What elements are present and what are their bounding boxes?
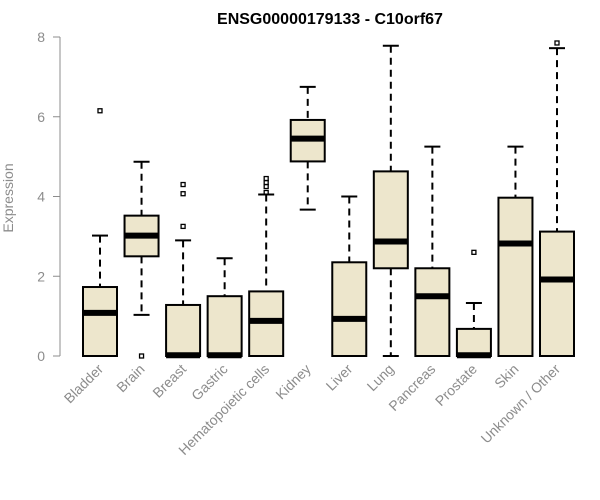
box-group [414,145,451,357]
x-tick-label: Unknown / Other [478,361,564,447]
outlier-point [554,40,560,46]
box [206,295,243,357]
x-tick-label: Prostate [432,361,480,409]
x-tick-label: Liver [323,361,356,394]
x-tick-label: Kidney [272,361,314,403]
box [414,267,451,357]
x-tick-label: Breast [149,361,189,401]
x-tick-label: Brain [113,361,147,395]
box-group [165,181,202,359]
box-group [82,108,118,357]
box-group [539,40,575,357]
outlier-point [180,223,186,230]
box [82,286,118,357]
x-tick-label: Skin [491,361,522,392]
box [331,261,368,358]
box [165,303,202,357]
box-group [248,175,285,357]
outlier-point [471,249,477,255]
y-tick-label: 2 [37,268,45,284]
outlier-point [97,108,103,114]
box [372,170,409,270]
boxes [82,40,575,359]
box-group [455,249,492,359]
outlier-point [180,181,186,188]
outlier-point [138,353,145,359]
box-group [289,85,326,211]
box-group [331,195,368,358]
chart-title: ENSG00000179133 - C10orf67 [217,11,443,28]
box [539,230,575,357]
outlier-point [180,191,186,197]
outlier-point [263,189,269,196]
axes: 0 2 4 6 8 [37,29,61,364]
box-group [372,44,409,357]
y-tick-label: 6 [37,109,45,125]
outlier-point [263,175,269,182]
y-tick-label: 0 [37,348,45,364]
box-group [206,257,243,359]
y-tick-label: 8 [37,29,45,45]
box [455,327,492,358]
x-tick-label: Bladder [61,361,107,407]
x-tick-label: Lung [364,361,397,394]
box-group [123,160,160,359]
box-group [497,145,534,357]
box [497,196,534,357]
y-tick-label: 4 [37,189,45,205]
y-axis-label: Expression [0,163,16,232]
